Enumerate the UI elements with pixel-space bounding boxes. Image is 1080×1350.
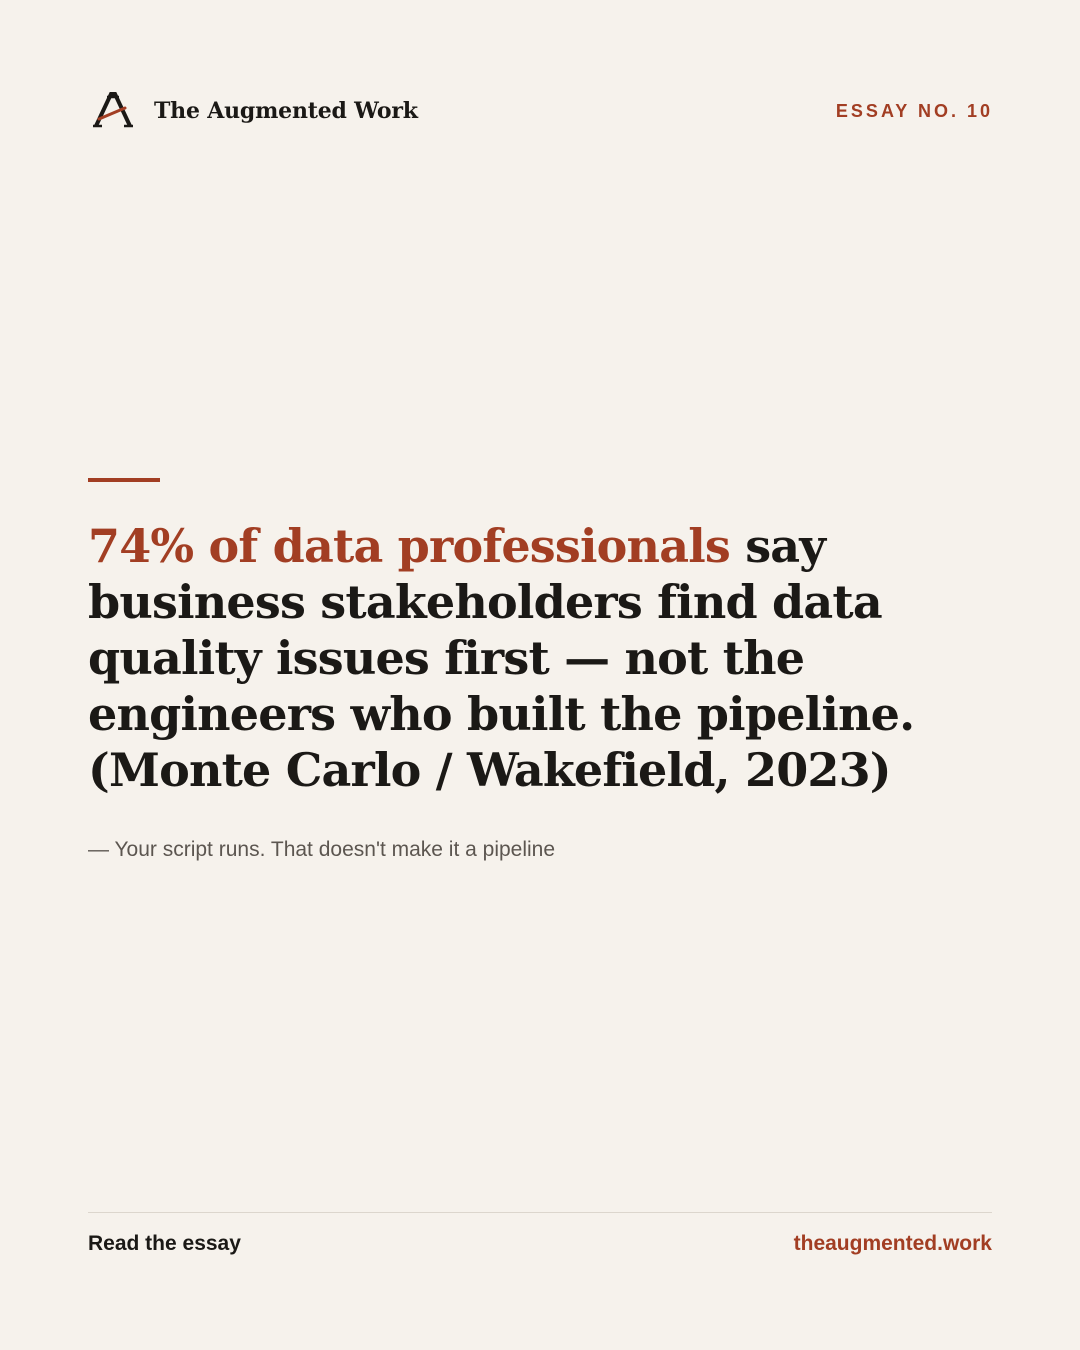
accent-rule [88,478,160,482]
brand-name: The Augmented Work [154,98,418,124]
quote-attribution: — Your script runs. That doesn't make it… [88,838,556,861]
augmented-a-logo [93,92,133,128]
page-header: The Augmented Work ESSAY NO. 10 [88,86,992,136]
quote-body: say business stakeholders find data qual… [88,519,915,797]
essay-number-label: ESSAY NO. 10 [835,100,993,121]
quote-headline: 74% of data professionals say business s… [88,518,998,798]
page-footer: Read the essay theaugmented.work [88,1232,992,1256]
site-url-link[interactable]: theaugmented.work [793,1232,992,1255]
read-essay-link[interactable]: Read the essay [88,1232,241,1255]
quote-highlight: 74% of data professionals [88,519,731,573]
brand[interactable]: The Augmented Work [88,86,418,136]
footer-divider [88,1212,992,1213]
